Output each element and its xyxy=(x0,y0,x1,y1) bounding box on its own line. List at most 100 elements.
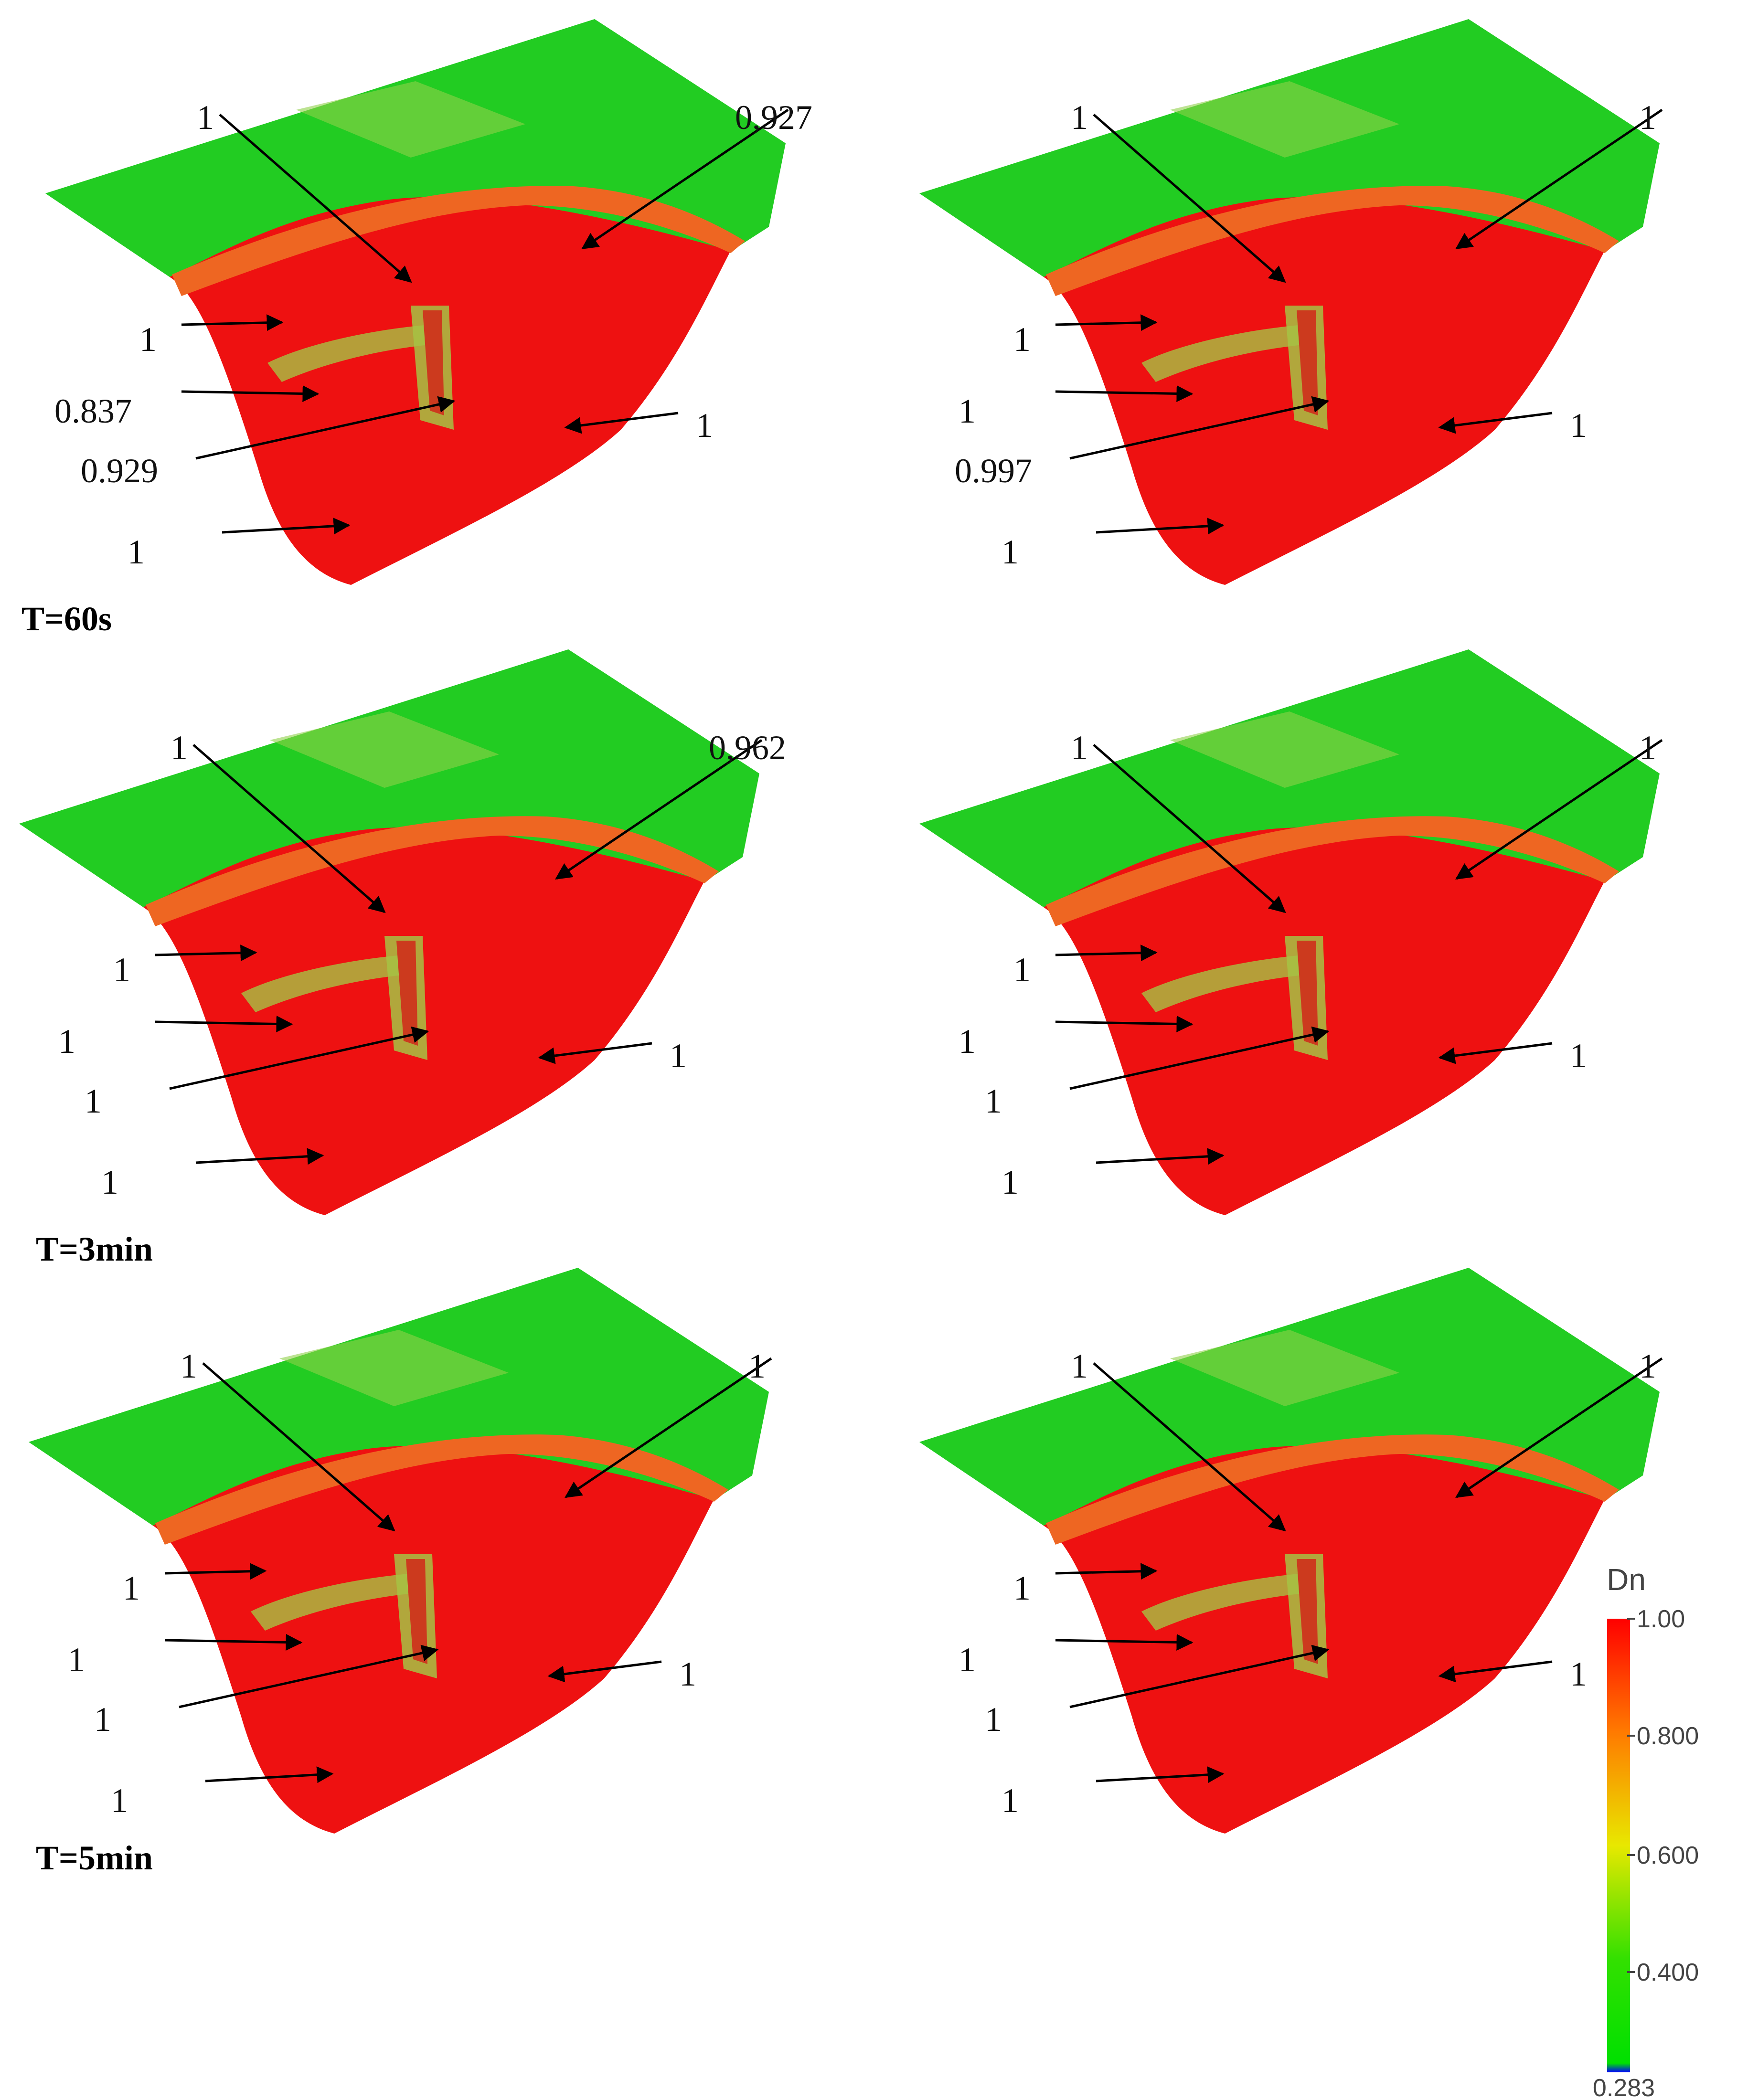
value-label-bottom: 1 xyxy=(101,1163,118,1201)
value-label-side_2: 1 xyxy=(959,1641,976,1679)
plate-highlight xyxy=(1170,711,1399,788)
arrow-side_2 xyxy=(1055,1633,1194,1651)
groove-core xyxy=(396,941,418,1046)
arrow-side_3 xyxy=(179,1644,439,1708)
rim-band xyxy=(172,186,745,296)
value-label-side_2: 1 xyxy=(58,1022,75,1061)
arrow-bottom xyxy=(222,518,351,535)
value-label-bottom: 1 xyxy=(1002,1163,1019,1201)
value-label-top_left: 1 xyxy=(1071,98,1088,137)
arrow-bottom xyxy=(205,1766,334,1783)
colorbar-min-label: 0.283 xyxy=(1593,2074,1655,2100)
arrow-side_1 xyxy=(181,314,284,331)
arrow-side_2 xyxy=(1055,385,1194,402)
value-label-side_1: 1 xyxy=(113,951,130,989)
groove-core xyxy=(1297,941,1318,1046)
time-label-1: T=60s xyxy=(21,600,112,638)
value-label-top_right: 0,927 xyxy=(735,98,812,137)
value-label-center: 1 xyxy=(1570,406,1587,445)
arrow-side_3 xyxy=(169,1026,429,1090)
value-label-side_3: 0.997 xyxy=(955,452,1032,490)
arrow-center xyxy=(1438,1660,1553,1683)
value-label-top_right: 1 xyxy=(1639,729,1656,767)
groove-core xyxy=(1297,1559,1318,1664)
value-label-side_3: 1 xyxy=(94,1700,111,1739)
value-label-center: 1 xyxy=(696,406,713,445)
value-label-side_2: 1 xyxy=(959,1022,976,1061)
arrow-side_2 xyxy=(1055,1015,1194,1032)
value-label-side_1: 1 xyxy=(1013,1569,1031,1607)
colorbar-tick-label: 0.800 xyxy=(1637,1722,1699,1750)
colorbar: Dn 1.00 0.800 0.600 0.400 0.283 xyxy=(1593,1562,1699,2100)
arrow-top_right xyxy=(1455,739,1663,880)
value-label-top_right: 1 xyxy=(748,1347,766,1385)
plate-highlight xyxy=(279,1330,509,1406)
arrow-top_right xyxy=(1455,1357,1663,1498)
arrow-top_left xyxy=(202,1362,395,1532)
side-band xyxy=(1141,955,1313,1012)
side-band xyxy=(267,325,439,382)
arrow-bottom xyxy=(1096,518,1225,535)
arrow-side_3 xyxy=(1069,1026,1330,1090)
arrow-side_3 xyxy=(1069,1644,1330,1708)
value-label-top_left: 1 xyxy=(1071,1347,1088,1385)
side-band xyxy=(1141,1573,1313,1631)
arrow-center xyxy=(1438,412,1553,434)
value-label-side_1: 1 xyxy=(123,1569,140,1607)
plate-highlight xyxy=(1170,1330,1399,1406)
arrow-side_3 xyxy=(195,396,456,460)
value-label-top_right: 1 xyxy=(1639,1347,1656,1385)
value-label-top_right: 1 xyxy=(1639,98,1656,137)
colorbar-tick-label: 0.600 xyxy=(1637,1842,1699,1869)
arrow-top_right xyxy=(1455,108,1663,250)
value-label-side_2: 1 xyxy=(959,392,976,430)
value-label-center: 1 xyxy=(1570,1037,1587,1075)
plate-highlight xyxy=(1170,81,1399,158)
value-label-side_3: 0.929 xyxy=(81,452,158,490)
value-label-side_2: 1 xyxy=(68,1641,85,1679)
value-label-top_left: 1 xyxy=(1071,729,1088,767)
arrow-side_2 xyxy=(181,385,320,402)
rim-band xyxy=(1046,186,1619,296)
side-band xyxy=(1141,325,1313,382)
arrow-side_1 xyxy=(1055,944,1158,962)
value-label-top_left: 1 xyxy=(171,729,188,767)
arrow-top_left xyxy=(1093,1362,1286,1532)
arrow-side_1 xyxy=(1055,1563,1158,1580)
plate-highlight xyxy=(296,81,525,158)
plate-highlight xyxy=(270,711,499,788)
groove-core xyxy=(406,1559,427,1664)
groove-core xyxy=(423,310,444,415)
time-label-3: T=5min xyxy=(36,1839,153,1877)
value-label-bottom: 1 xyxy=(1002,533,1019,571)
value-label-side_3: 1 xyxy=(85,1082,102,1120)
value-label-center: 1 xyxy=(1570,1655,1587,1693)
value-label-top_left: 1 xyxy=(197,98,214,137)
arrow-side_1 xyxy=(164,1563,267,1580)
arrow-bottom xyxy=(195,1148,324,1165)
colorbar-tick-label: 1.00 xyxy=(1637,1605,1685,1633)
colorbar-title: Dn xyxy=(1607,1562,1646,1597)
arrow-top_left xyxy=(1093,744,1286,913)
value-label-side_3: 1 xyxy=(985,1082,1002,1120)
side-band xyxy=(251,1573,423,1631)
value-label-side_1: 1 xyxy=(139,320,157,359)
time-label-2: T=3min xyxy=(36,1230,153,1268)
arrow-center xyxy=(538,1042,652,1064)
value-label-center: 1 xyxy=(679,1655,696,1693)
arrow-side_1 xyxy=(1055,314,1158,331)
arrow-top_left xyxy=(192,744,386,913)
rim-band xyxy=(1046,1434,1619,1545)
value-label-bottom: 1 xyxy=(1002,1782,1019,1820)
arrow-side_1 xyxy=(155,944,257,962)
value-label-top_left: 1 xyxy=(180,1347,197,1385)
value-label-side_1: 1 xyxy=(1013,320,1031,359)
arrow-top_right xyxy=(581,108,789,250)
rim-band xyxy=(1046,816,1619,926)
